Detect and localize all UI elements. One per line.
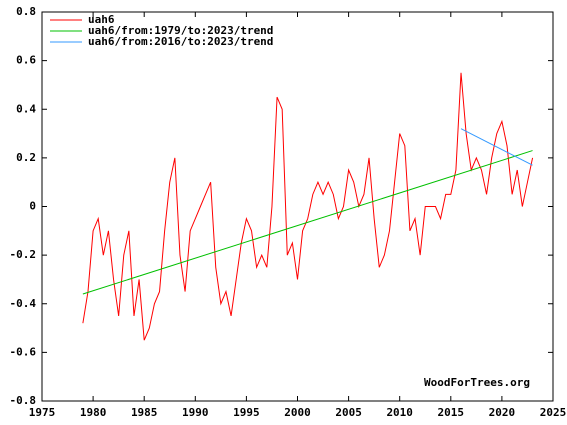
x-tick-label: 1990 [182,406,209,419]
y-tick-label: 0.2 [16,151,36,164]
y-tick-label: 0 [29,200,36,213]
watermark: WoodForTrees.org [424,376,530,389]
x-tick-label: 1980 [80,406,107,419]
y-tick-label: -0.2 [10,248,37,261]
x-tick-label: 2015 [438,406,465,419]
y-tick-label: -0.4 [10,297,37,310]
series-line [82,150,533,295]
x-tick-label: 2010 [386,406,413,419]
x-tick-label: 2020 [489,406,516,419]
x-tick-label: 1995 [233,406,260,419]
legend-label: uah6/from:2016/to:2023/trend [88,35,273,48]
plot-area [41,11,554,402]
x-tick-label: 2000 [284,406,311,419]
y-tick-label: -0.6 [10,345,37,358]
y-tick-label: 0.6 [16,54,36,67]
y-tick-label: -0.8 [10,394,37,407]
series-line [460,128,533,166]
y-tick-label: 0.8 [16,5,36,18]
legend-label: uah6/from:1979/to:2023/trend [88,24,273,37]
x-tick-label: 1985 [131,406,158,419]
series-line [82,72,534,341]
x-tick-label: 2025 [540,406,567,419]
legend-label: uah6 [88,13,115,26]
y-tick-label: 0.4 [16,102,36,115]
x-tick-label: 2005 [335,406,362,419]
x-tick-label: 1975 [29,406,56,419]
